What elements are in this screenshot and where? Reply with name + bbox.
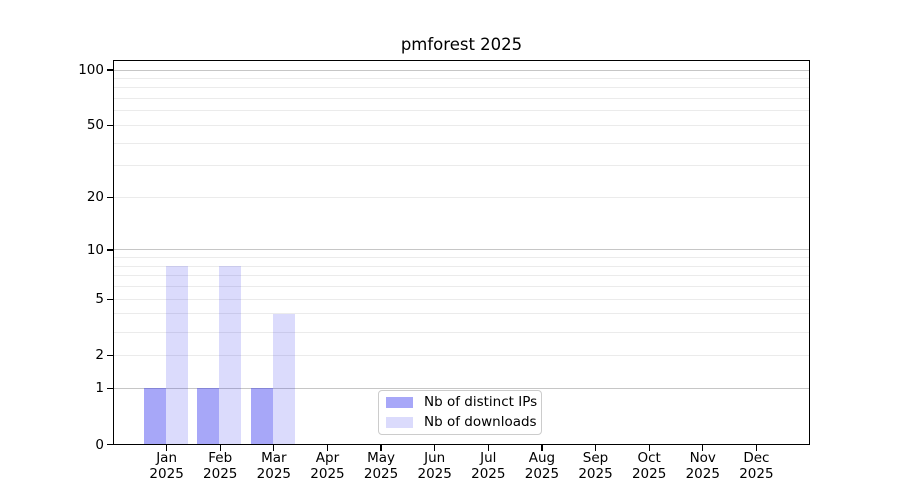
bar-distinct-ips-mar xyxy=(250,388,273,445)
x-tick-mark xyxy=(166,444,168,451)
y-tick-mark xyxy=(107,69,113,71)
x-tick-label: Jan 2025 xyxy=(149,450,184,482)
x-tick-label: Mar 2025 xyxy=(256,450,292,482)
bar-downloads-mar xyxy=(272,313,295,445)
x-tick-label: Jun 2025 xyxy=(417,450,452,482)
x-tick-label: May 2025 xyxy=(363,450,399,482)
y-tick-label: 5 xyxy=(95,291,104,308)
x-tick-mark xyxy=(755,444,757,451)
y-tick-label: 1 xyxy=(95,380,104,397)
minor-gridline xyxy=(113,98,810,100)
y-tick-mark xyxy=(107,298,113,300)
y-tick-label: 2 xyxy=(95,347,104,364)
x-tick-label: Nov 2025 xyxy=(685,450,720,482)
legend-label-downloads: Nb of downloads xyxy=(424,414,537,430)
y-tick-label: 50 xyxy=(86,117,104,134)
minor-gridline xyxy=(113,257,810,259)
x-tick-mark xyxy=(541,444,543,451)
minor-gridline xyxy=(113,265,810,267)
legend-item-downloads: Nb of downloads xyxy=(386,414,537,431)
x-tick-label: Apr 2025 xyxy=(310,450,345,482)
major-gridline xyxy=(113,69,810,71)
legend-swatch-distinct-ips-icon xyxy=(386,397,413,408)
y-tick-mark xyxy=(107,249,113,251)
minor-gridline xyxy=(113,354,810,356)
x-tick-mark xyxy=(273,444,275,451)
x-tick-label: Feb 2025 xyxy=(203,450,238,482)
bar-downloads-feb xyxy=(219,266,242,445)
bar-distinct-ips-jan xyxy=(143,388,166,445)
y-tick-label: 100 xyxy=(78,62,104,79)
y-tick-mark xyxy=(107,387,113,389)
x-tick-mark xyxy=(434,444,436,451)
x-tick-label: Dec 2025 xyxy=(739,450,774,482)
x-tick-mark xyxy=(702,444,704,451)
y-tick-mark xyxy=(107,443,113,446)
minor-gridline xyxy=(113,286,810,288)
y-tick-label: 20 xyxy=(86,189,104,206)
plot-border xyxy=(113,59,810,445)
x-tick-mark xyxy=(219,444,221,451)
minor-gridline xyxy=(113,87,810,89)
minor-gridline xyxy=(113,298,810,300)
minor-gridline xyxy=(113,124,810,126)
y-tick-mark xyxy=(107,354,113,356)
minor-gridline xyxy=(113,165,810,167)
bar-downloads-jan xyxy=(165,266,188,445)
major-gridline xyxy=(113,387,810,389)
major-gridline xyxy=(113,249,810,251)
x-tick-mark xyxy=(648,444,650,451)
y-tick-label: 10 xyxy=(86,241,104,258)
minor-gridline xyxy=(113,331,810,333)
x-tick-mark xyxy=(326,444,329,451)
minor-gridline xyxy=(113,110,810,112)
y-tick-mark xyxy=(107,124,113,127)
legend-label-distinct-ips: Nb of distinct IPs xyxy=(424,394,538,410)
x-tick-label: Aug 2025 xyxy=(524,450,560,482)
x-tick-mark xyxy=(594,444,597,451)
legend-swatch-downloads-icon xyxy=(386,417,413,428)
chart-title: pmforest 2025 xyxy=(400,35,523,54)
legend-item-distinct-ips: Nb of distinct IPs xyxy=(386,394,537,411)
x-tick-mark xyxy=(380,444,382,451)
bar-distinct-ips-feb xyxy=(197,388,220,445)
y-tick-label: 0 xyxy=(95,436,104,453)
x-tick-label: Sep 2025 xyxy=(578,450,613,482)
legend: Nb of distinct IPs Nb of downloads xyxy=(378,390,542,435)
minor-gridline xyxy=(113,313,810,315)
x-tick-label: Jul 2025 xyxy=(471,450,506,482)
minor-gridline xyxy=(113,142,810,144)
minor-gridline xyxy=(113,77,810,79)
minor-gridline xyxy=(113,196,810,198)
x-tick-mark xyxy=(487,444,489,451)
minor-gridline xyxy=(113,275,810,277)
y-tick-mark xyxy=(107,196,113,199)
x-tick-label: Oct 2025 xyxy=(631,450,667,482)
